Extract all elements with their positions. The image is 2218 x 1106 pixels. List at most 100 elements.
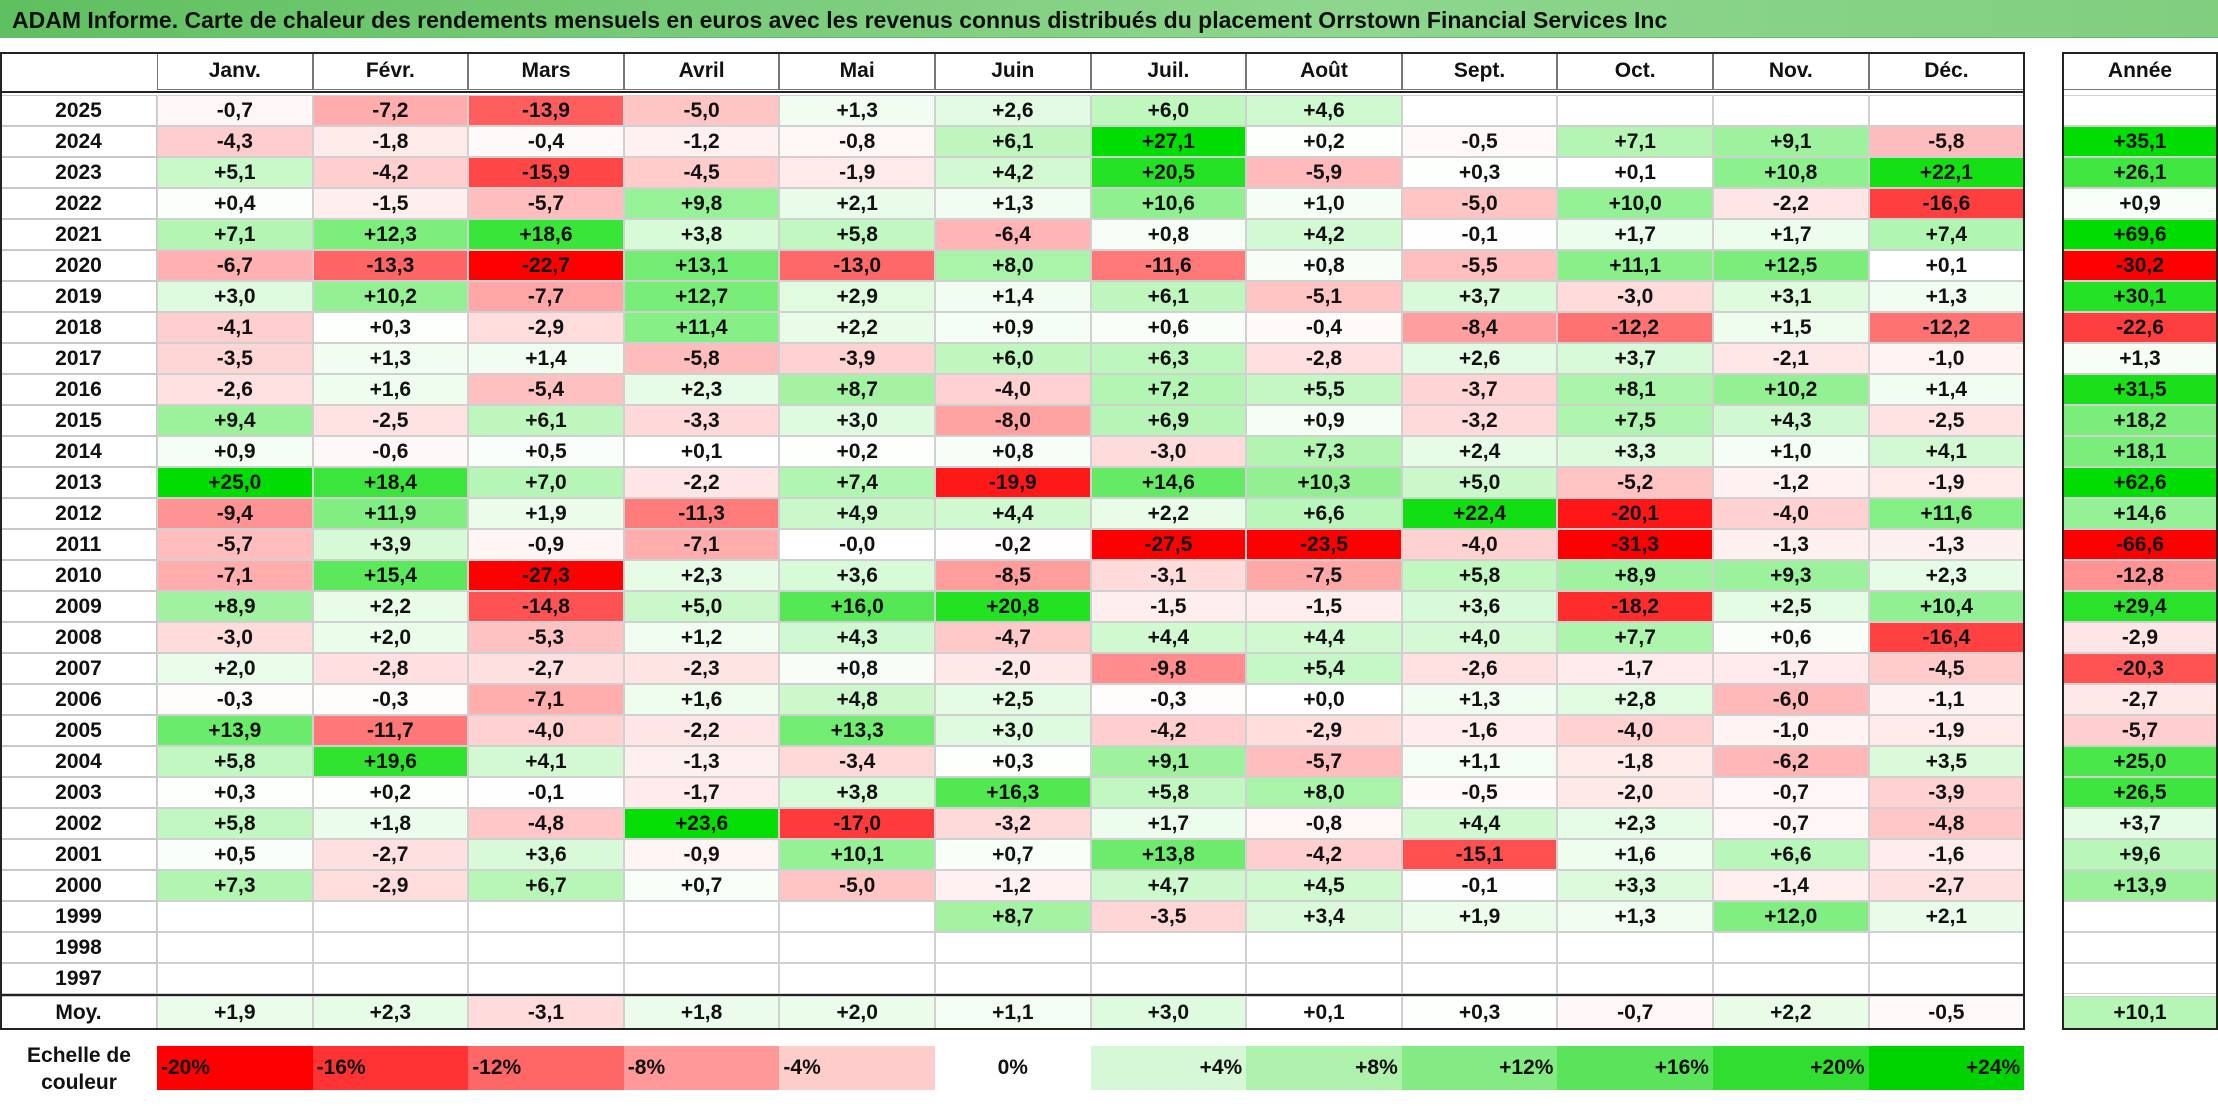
heatmap-cell: +1,1 (1401, 746, 1558, 777)
heatmap-cell: +6,3 (1090, 343, 1247, 374)
heatmap-cell: +12,0 (1713, 901, 1869, 932)
heatmap-cell: -31,3 (1557, 529, 1713, 560)
column-header: Déc. (1868, 52, 2025, 90)
heatmap-cell: +18,4 (312, 467, 469, 498)
heatmap-cell: -3,0 (1090, 436, 1247, 467)
heatmap-cell: +2,3 (623, 560, 780, 591)
heatmap-cell: +0,8 (1090, 219, 1247, 250)
column-header: Juin (935, 52, 1091, 90)
annual-cell: -2,7 (2062, 684, 2218, 715)
heatmap-cell: +2,3 (623, 374, 780, 405)
heatmap-cell: -14,8 (468, 591, 624, 622)
color-scale-label-line1: Echelle de (27, 1044, 131, 1067)
heatmap-cell: +4,4 (935, 498, 1091, 529)
color-scale-swatch: +24% (1868, 1046, 2025, 1090)
heatmap-cell: +22,4 (1401, 498, 1558, 529)
heatmap-cell: -5,5 (1401, 250, 1558, 281)
heatmap-cell: -3,0 (1557, 281, 1713, 312)
heatmap-cell: -0,8 (1246, 808, 1402, 839)
heatmap-cell: +3,7 (1557, 343, 1713, 374)
heatmap-cell: -1,9 (1868, 467, 2025, 498)
heatmap-cell: -5,8 (623, 343, 780, 374)
annual-cell (2062, 932, 2218, 963)
heatmap-cell (312, 901, 469, 932)
heatmap-cell: +5,5 (1246, 374, 1402, 405)
column-header: Sept. (1401, 52, 1558, 90)
heatmap-cell: -1,2 (1713, 467, 1869, 498)
heatmap-cell: +1,3 (1557, 901, 1713, 932)
color-scale-swatch: -20% (157, 1046, 313, 1090)
heatmap-cell: -17,0 (779, 808, 935, 839)
heatmap-cell: -7,7 (468, 281, 624, 312)
heatmap-cell: +8,9 (157, 591, 313, 622)
annual-cell (2062, 963, 2218, 994)
heatmap-cell: +1,3 (1401, 684, 1558, 715)
row-year-label: 2016 (0, 374, 157, 405)
column-header: Oct. (1557, 52, 1713, 90)
heatmap-cell: -1,3 (1713, 529, 1869, 560)
heatmap-cell: +4,6 (1246, 95, 1402, 126)
heatmap-cell: -2,2 (623, 715, 780, 746)
heatmap-cell: +2,2 (779, 312, 935, 343)
row-year-label: 2008 (0, 622, 157, 653)
heatmap-cell: +11,9 (312, 498, 469, 529)
heatmap-cell: +6,7 (468, 870, 624, 901)
heatmap-cell: +4,5 (1246, 870, 1402, 901)
heatmap-cell: -2,7 (468, 653, 624, 684)
heatmap-cell: -0,2 (935, 529, 1091, 560)
heatmap-cell: +0,7 (623, 870, 780, 901)
heatmap-cell: +0,3 (935, 746, 1091, 777)
heatmap-cell: -11,3 (623, 498, 780, 529)
heatmap-cell: -1,5 (312, 188, 469, 219)
row-year-label: 2009 (0, 591, 157, 622)
chart-title: ADAM Informe. Carte de chaleur des rende… (12, 7, 1668, 33)
heatmap-cell: +8,0 (1246, 777, 1402, 808)
heatmap-cell: +1,3 (312, 343, 469, 374)
heatmap-cell: -1,7 (1713, 653, 1869, 684)
heatmap-cell: +7,3 (157, 870, 313, 901)
heatmap-cell: +3,1 (1713, 281, 1869, 312)
heatmap-cell: +0,8 (1246, 250, 1402, 281)
heatmap-cell: -0,1 (1401, 870, 1558, 901)
heatmap-cell: +4,2 (935, 157, 1091, 188)
heatmap-cell: -0,8 (779, 126, 935, 157)
heatmap-cell: +16,3 (935, 777, 1091, 808)
heatmap-cell: +5,8 (157, 746, 313, 777)
heatmap-cell: +6,6 (1246, 498, 1402, 529)
average-cell: -0,5 (1868, 996, 2025, 1030)
heatmap-cell (312, 963, 469, 994)
heatmap-cell: -5,7 (157, 529, 313, 560)
heatmap-cell: -6,0 (1713, 684, 1869, 715)
heatmap-cell: +5,8 (157, 808, 313, 839)
heatmap-cell: -2,0 (935, 653, 1091, 684)
heatmap-cell: -1,3 (623, 746, 780, 777)
annual-cell: -2,9 (2062, 622, 2218, 653)
heatmap-cell: -7,1 (623, 529, 780, 560)
heatmap-cell: +7,2 (1090, 374, 1247, 405)
heatmap-cell (468, 901, 624, 932)
heatmap-cell: -4,5 (623, 157, 780, 188)
heatmap-cell: -3,9 (1868, 777, 2025, 808)
heatmap-cell: +9,3 (1713, 560, 1869, 591)
heatmap-cell: -1,9 (1868, 715, 2025, 746)
heatmap-cell: -0,5 (1401, 126, 1558, 157)
heatmap-cell: +7,4 (1868, 219, 2025, 250)
heatmap-cell: +5,8 (779, 219, 935, 250)
heatmap-cell: +3,0 (157, 281, 313, 312)
heatmap-cell: +1,7 (1090, 808, 1247, 839)
row-year-label: 2019 (0, 281, 157, 312)
heatmap-cell (157, 901, 313, 932)
average-cell: +1,8 (623, 996, 780, 1030)
heatmap-cell: +9,1 (1090, 746, 1247, 777)
heatmap-cell: -0,7 (1713, 777, 1869, 808)
heatmap-cell: +3,6 (468, 839, 624, 870)
heatmap-cell: +10,2 (312, 281, 469, 312)
heatmap-cell: +1,9 (468, 498, 624, 529)
heatmap-cell (468, 963, 624, 994)
column-header: Janv. (157, 52, 313, 90)
heatmap-cell: -5,2 (1557, 467, 1713, 498)
color-scale-label: Echelle de couleur (4, 1042, 154, 1102)
row-year-label: 2024 (0, 126, 157, 157)
heatmap-cell: +20,8 (935, 591, 1091, 622)
heatmap-cell: -2,9 (1246, 715, 1402, 746)
